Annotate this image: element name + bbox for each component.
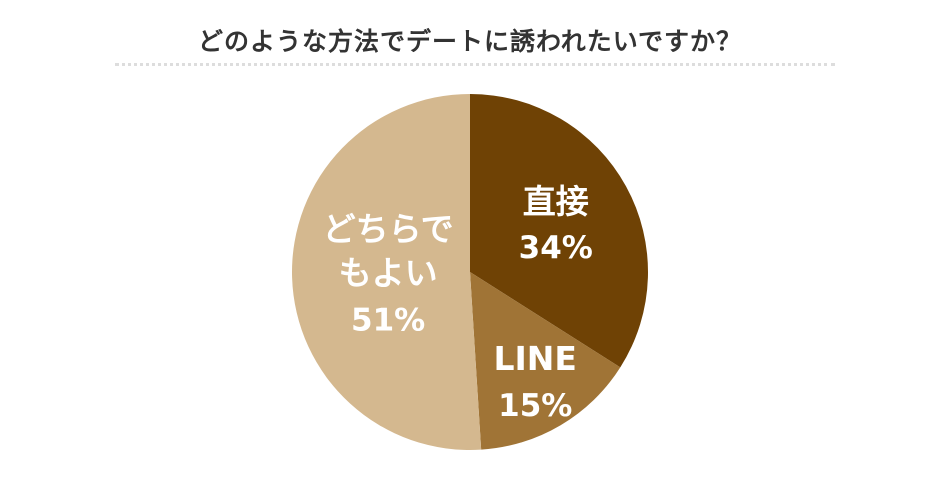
chart-title: どのような方法でデートに誘われたいですか？ (197, 27, 742, 56)
value-label: 34% (518, 230, 593, 267)
value-label: 15% (498, 387, 573, 424)
category-label: どちらでもよい (322, 209, 454, 293)
value-label: 51% (351, 302, 426, 339)
slice-label: 直接 34% (471, 180, 641, 270)
slice-label: どちらでもよい 51% (303, 207, 473, 342)
pie-slice (470, 272, 621, 450)
slice-label: LINE 15% (450, 337, 620, 427)
title-rule (115, 63, 835, 66)
category-label: 直接 (522, 181, 589, 221)
category-label: LINE (493, 339, 577, 379)
pie-slice (470, 94, 648, 368)
pie-slice (291, 94, 482, 450)
